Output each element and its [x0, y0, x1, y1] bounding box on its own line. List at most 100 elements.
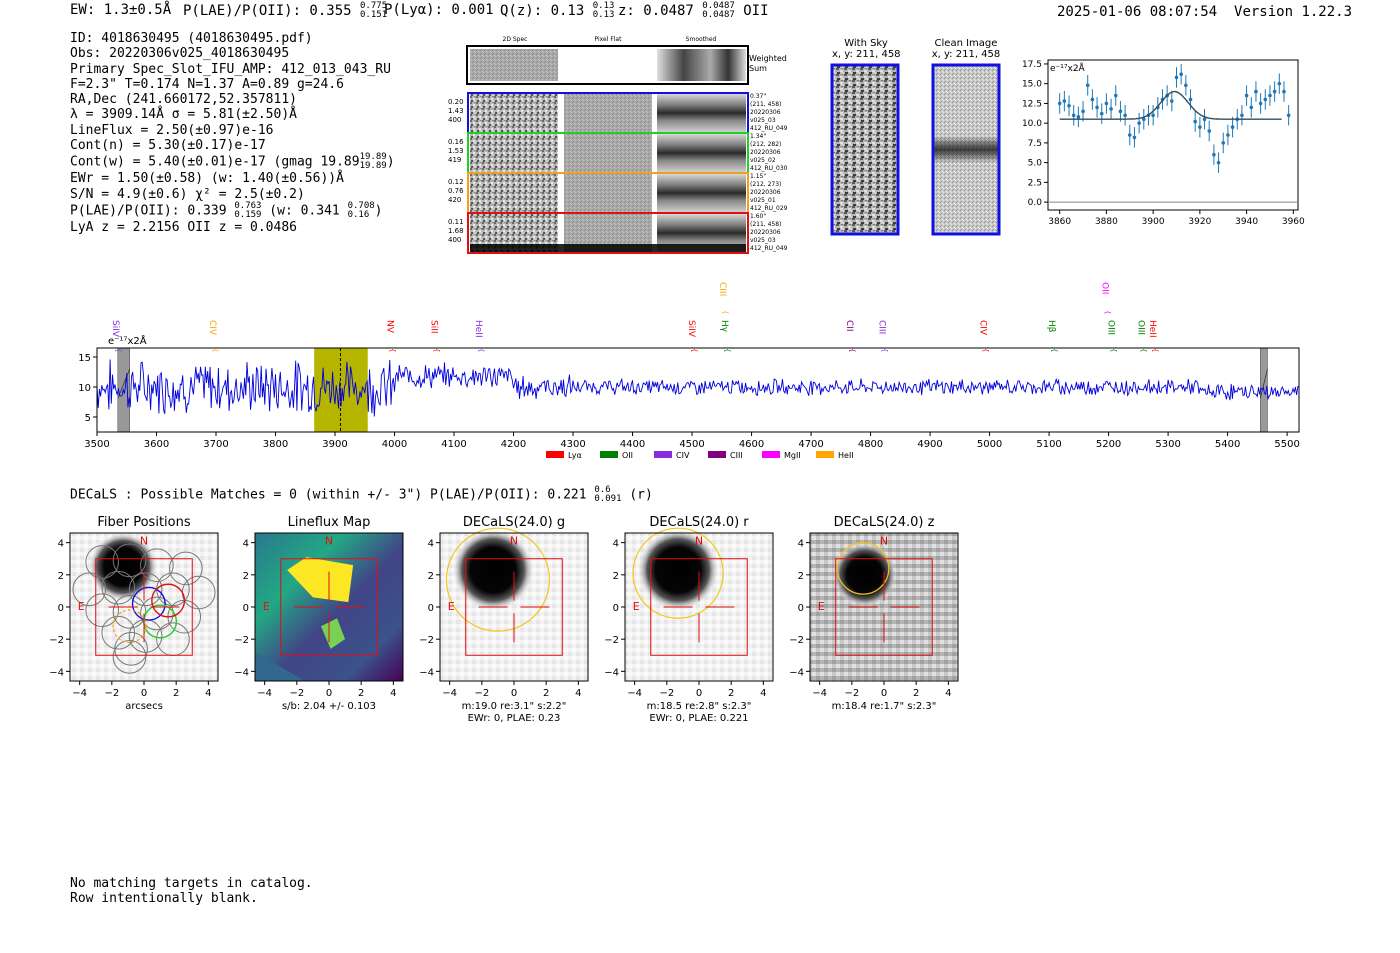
panel-ytick-label: 0 — [428, 603, 434, 614]
zoom-ytick-label: 17.5 — [1022, 60, 1042, 70]
panel-ytick-label: 4 — [613, 539, 619, 550]
panel-ytick-label: −2 — [789, 635, 804, 646]
row-1-meta-3: v025_02 — [750, 157, 776, 164]
emission-line-bracket: { — [114, 348, 122, 352]
panel-xtick-label: −4 — [72, 688, 87, 699]
row-2-c: 420 — [448, 196, 461, 204]
col-pixel-flat: Pixel Flat — [595, 36, 623, 43]
search-box — [835, 558, 933, 656]
sky-title: With Sky x, y: 211, 458 — [832, 38, 901, 60]
zoom-xtick-label: 3920 — [1188, 217, 1211, 227]
info-cont-w: Cont(w) = 5.40(±0.01)e-17 (gmag 19.8919.… — [70, 153, 395, 171]
panel-xtick-label: 4 — [945, 688, 951, 699]
panel-xtick-label: 0 — [326, 688, 332, 699]
with-sky-image — [830, 63, 900, 236]
panel-ytick-label: 2 — [613, 571, 619, 582]
panel-ytick-label: 2 — [798, 571, 804, 582]
zoom-point — [1132, 135, 1137, 140]
row-0-b: 1.43 — [448, 107, 464, 115]
info-plae-lo2: 0.16 — [347, 209, 370, 220]
footer-line-1: No matching targets in catalog. — [70, 876, 313, 891]
footer-notes: No matching targets in catalog. Row inte… — [70, 876, 313, 906]
zoom-point — [1095, 105, 1099, 110]
panel-ytick-label: 4 — [428, 539, 434, 550]
bottom-dark-band — [470, 244, 746, 252]
north-label: N — [325, 534, 333, 547]
cont-w-hi: 19.89 — [359, 152, 387, 163]
panel-ytick-label: −4 — [789, 667, 804, 678]
weighted-sum-smoothed — [657, 49, 746, 81]
zoom-point — [1202, 117, 1207, 122]
masked-region — [117, 347, 130, 433]
row-3-meta-3: v025_03 — [750, 237, 776, 244]
panel-ytick-label: 0 — [798, 603, 804, 614]
header-ew: EW: 1.3±0.5Å — [70, 2, 172, 18]
full-spectrum-chart: 3500 3600 3700 3800 3900 4000 4100 4200 4300 4400… — [78, 282, 1300, 460]
zoom-fit-chart: 3860 3880 3900 3920 3940 3960 0.0 2.5 5.0 7.5 10.0… — [1022, 59, 1305, 227]
emission-line-bracket: { — [848, 348, 856, 352]
legend-label: Lyα — [568, 451, 582, 460]
zoom-point — [1272, 89, 1277, 94]
info-lineflux: LineFlux = 2.50(±0.97)e-16 — [70, 122, 274, 138]
emission-line-bracket: { — [690, 348, 698, 352]
row-1-meta-2: 20220306 — [750, 149, 781, 156]
emission-line-bracket: { — [1104, 310, 1112, 314]
spec-xtick-label: 5200 — [1096, 439, 1121, 450]
header-z: z: 0.0487 0.0487 0.0487 OII — [618, 2, 769, 20]
fiber-circle — [72, 572, 107, 607]
zoom-point — [1277, 81, 1282, 86]
sky-images — [830, 63, 1001, 236]
spec-ylabel: e⁻¹⁷x2Å — [108, 334, 147, 347]
panel-title: DECaLS(24.0) z — [834, 515, 935, 530]
zoom-point — [1067, 103, 1071, 108]
spec-xtick-label: 5400 — [1215, 439, 1240, 450]
emission-line-label: CIV — [207, 320, 217, 336]
lineflux-secondary — [320, 618, 346, 649]
spec-xtick-label: 4700 — [798, 439, 823, 450]
zoom-point — [1076, 115, 1081, 119]
zoom-ylabel: e⁻¹⁷x2Å — [1050, 62, 1086, 74]
header-plae-bounds: 0.775 0.151 — [360, 2, 387, 20]
clean-title-text: Clean Image — [934, 38, 998, 49]
info-primary-spec: Primary Spec_Slot_IFU_AMP: 412_013_043_R… — [70, 61, 391, 77]
row-1-smoothed — [657, 134, 746, 172]
east-label: E — [263, 600, 270, 613]
spec-xtick-label: 5300 — [1155, 439, 1180, 450]
spec-xtick-label: 5000 — [977, 439, 1002, 450]
panel-caption: s/b: 2.04 +/- 0.103 — [282, 701, 376, 712]
emission-line-bracket: { — [1110, 348, 1118, 352]
timestamp-text: 2025-01-06 08:07:54 — [1057, 4, 1218, 20]
row-1-flat — [564, 134, 652, 172]
header-plya: P(Lyα): 0.001 — [384, 2, 494, 18]
decals-header: DECaLS : Possible Matches = 0 (within +/… — [70, 486, 653, 504]
cont-w-text: Cont(w) = 5.40(±0.01)e-17 (gmag 19.89 — [70, 154, 360, 170]
header-z-hi: 0.0487 — [702, 1, 735, 11]
emission-line-bracket: { — [1050, 348, 1058, 352]
panel-xtick-label: −2 — [844, 688, 859, 699]
zoom-point — [1118, 109, 1123, 114]
emission-line-label: CII — [844, 320, 854, 332]
emission-line-label: Hγ — [719, 320, 729, 333]
zoom-point — [1240, 113, 1244, 118]
zoom-ytick-label: 12.5 — [1022, 99, 1042, 109]
footer-line-2: Row intentionally blank. — [70, 891, 258, 906]
info-plae-hi: 0.763 — [234, 200, 262, 211]
info-ewr: EWr = 1.50(±0.58) (w: 1.40(±0.56))Å — [70, 171, 344, 187]
panel-xtick-label: 2 — [358, 688, 364, 699]
zoom-point — [1174, 75, 1179, 80]
fiber-circle — [169, 551, 203, 586]
panel-xtick-label: 4 — [205, 688, 211, 699]
panel-ytick-label: −2 — [604, 635, 619, 646]
panel-ytick-label: 0 — [243, 603, 249, 614]
emission-line-label: OIII — [1135, 320, 1145, 335]
spec-xtick-label: 4300 — [560, 439, 585, 450]
spec-xtick-label: 3900 — [322, 439, 347, 450]
weighted-label: Weighted — [749, 54, 787, 63]
emission-line-bracket: { — [723, 348, 731, 352]
source-blob — [88, 532, 158, 602]
header-z-lo: 0.0487 — [702, 10, 735, 20]
spectrum-line — [96, 359, 1300, 417]
fiber-highlight-blue — [131, 586, 166, 621]
zoom-point — [1198, 125, 1202, 129]
panel-ytick-label: −2 — [49, 635, 64, 646]
